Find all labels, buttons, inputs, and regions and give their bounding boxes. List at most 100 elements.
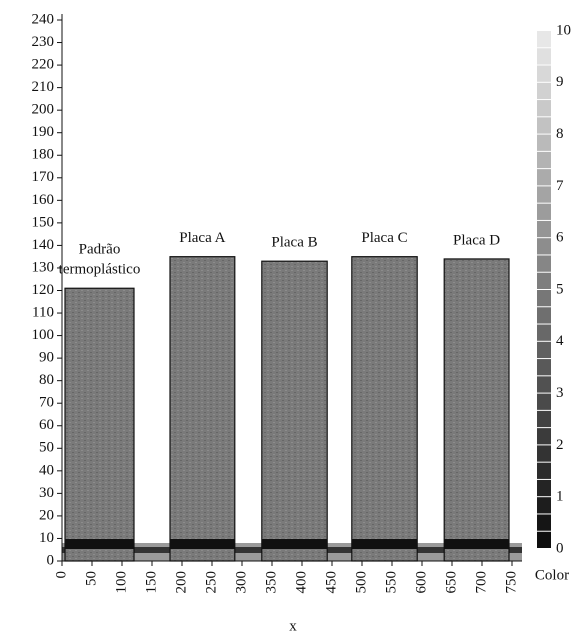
y-tick-label: 140	[32, 237, 55, 253]
colorbar-tick-label: 4	[556, 333, 564, 349]
colorbar-swatch	[537, 272, 551, 289]
colorbar-tick-label: 6	[556, 230, 564, 246]
y-tick-label: 190	[32, 124, 55, 140]
block-label: termoplástico	[59, 262, 141, 278]
block-label: Placa D	[453, 232, 500, 248]
block-label: Placa A	[179, 230, 225, 246]
x-tick-label: 700	[473, 571, 489, 594]
y-tick-label: 220	[32, 57, 55, 73]
colorbar-swatch	[537, 220, 551, 238]
y-tick-label: 230	[32, 34, 55, 50]
colorbar-tick-label: 2	[556, 437, 564, 453]
colorbar-swatch	[537, 341, 551, 359]
colorbar-swatch	[537, 203, 551, 220]
block	[64, 287, 135, 562]
colorbar-swatch	[537, 479, 551, 497]
colorbar-swatch	[537, 255, 551, 272]
colorbar-swatch	[537, 31, 551, 48]
colorbar-swatch	[537, 238, 551, 255]
colorbar-swatch	[537, 376, 551, 393]
block-base	[65, 539, 134, 549]
y-tick-label: 160	[32, 192, 55, 208]
colorbar-swatch	[537, 169, 551, 186]
x-tick-label: 250	[203, 571, 219, 594]
colorbar-tick-label: 8	[556, 126, 564, 142]
block	[261, 260, 328, 562]
colorbar-swatch	[537, 410, 551, 428]
x-tick-label: 50	[83, 571, 99, 586]
y-tick-label: 70	[39, 395, 54, 411]
y-tick-label: 240	[32, 11, 55, 27]
block	[443, 258, 510, 562]
x-axis-label: x	[289, 618, 297, 634]
x-tick-label: 0	[53, 571, 69, 579]
x-tick-label: 650	[443, 571, 459, 594]
y-tick-label: 90	[39, 350, 54, 366]
block	[351, 256, 418, 562]
colorbar-swatch	[537, 514, 551, 531]
colorbar-tick-label: 3	[556, 385, 564, 401]
colorbar-swatch	[537, 151, 551, 169]
y-tick-label: 0	[47, 552, 55, 568]
x-tick-label: 600	[413, 571, 429, 594]
colorbar-swatch	[537, 82, 551, 100]
colorbar-swatch	[537, 100, 551, 117]
colorbar-swatch	[537, 531, 551, 548]
block	[169, 256, 236, 562]
colorbar-tick-label: 5	[556, 281, 564, 297]
block-label: Placa B	[271, 235, 317, 251]
colorbar-tick-label: 7	[556, 178, 564, 194]
y-tick-label: 170	[32, 169, 55, 185]
y-tick-label: 60	[39, 417, 54, 433]
y-tick-label: 100	[32, 327, 55, 343]
x-tick-label: 350	[263, 571, 279, 594]
x-tick-label: 450	[323, 571, 339, 594]
x-tick-label: 550	[383, 571, 399, 594]
y-tick-label: 210	[32, 79, 55, 95]
block-base	[170, 539, 235, 549]
x-tick-label: 500	[353, 571, 369, 594]
x-tick-label: 150	[143, 571, 159, 594]
x-tick-label: 300	[233, 571, 249, 594]
colorbar-swatch	[537, 134, 551, 151]
colorbar-swatch	[537, 445, 551, 462]
y-tick-label: 50	[39, 440, 54, 456]
x-tick-label: 400	[293, 571, 309, 594]
colorbar-swatch	[537, 428, 551, 445]
y-tick-label: 30	[39, 485, 54, 501]
x-tick-label: 200	[173, 571, 189, 594]
colorbar-swatch	[537, 393, 551, 410]
y-tick-label: 20	[39, 507, 54, 523]
colorbar-swatch	[537, 48, 551, 65]
y-tick-label: 120	[32, 282, 55, 298]
colorbar-swatch	[537, 359, 551, 376]
block-label: Padrão	[79, 242, 121, 258]
colorbar-label: Color	[535, 567, 569, 583]
y-tick-label: 110	[32, 304, 54, 320]
block-base	[351, 539, 418, 549]
y-tick-label: 130	[32, 259, 55, 275]
y-tick-label: 200	[32, 102, 55, 118]
block-base	[444, 539, 509, 549]
x-tick-label: 100	[113, 571, 129, 594]
colorbar-swatch	[537, 290, 551, 307]
y-tick-label: 10	[39, 530, 54, 546]
colorbar-swatch	[537, 497, 551, 514]
y-tick-label: 150	[32, 214, 55, 230]
y-tick-label: 180	[32, 147, 55, 163]
colorbar-swatch	[537, 186, 551, 203]
y-tick-label: 80	[39, 372, 54, 388]
block-base	[261, 539, 328, 549]
colorbar-swatch	[537, 324, 551, 341]
colorbar-swatch	[537, 117, 551, 134]
colorbar-swatch	[537, 307, 551, 324]
x-tick-label: 750	[503, 571, 519, 594]
colorbar-tick-label: 9	[556, 74, 564, 90]
colorbar-tick-label: 0	[556, 540, 564, 556]
block-label: Placa C	[361, 230, 407, 246]
colorbar-tick-label: 10	[556, 22, 571, 38]
y-tick-label: 40	[39, 462, 54, 478]
colorbar-swatch	[537, 462, 551, 479]
colorbar-tick-label: 1	[556, 489, 564, 505]
